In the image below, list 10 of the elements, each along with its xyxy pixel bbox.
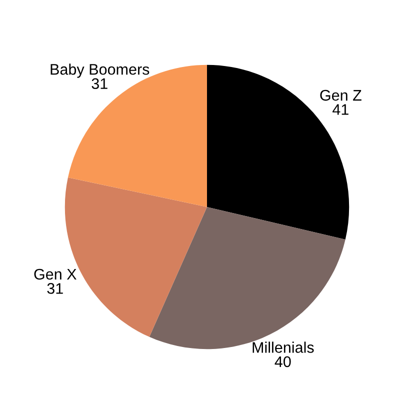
data-label: 41 <box>332 104 348 115</box>
pie-slice <box>207 64 350 240</box>
slice-label: Gen X <box>34 268 76 280</box>
data-label: 40 <box>274 356 291 368</box>
slice-label: Gen Z <box>320 90 362 101</box>
data-label: 31 <box>47 283 63 294</box>
slice-label: Baby Boomers <box>50 64 150 78</box>
data-label: 31 <box>92 78 108 90</box>
pie-slice <box>64 178 207 337</box>
slice-label: Millenials <box>252 342 314 353</box>
